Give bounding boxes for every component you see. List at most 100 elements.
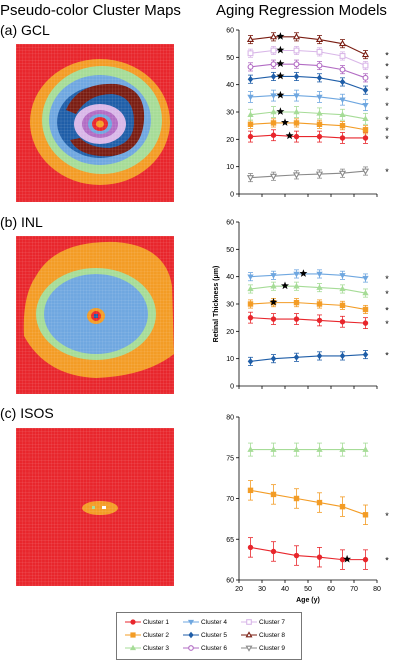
data-point bbox=[339, 352, 346, 360]
data-point bbox=[270, 73, 277, 80]
x-tick-label: 50 bbox=[304, 586, 312, 593]
data-point bbox=[247, 285, 254, 292]
series-cluster-2: * bbox=[247, 480, 389, 525]
y-tick-label: 30 bbox=[226, 110, 234, 117]
significance-asterisk: * bbox=[385, 305, 389, 315]
data-point bbox=[316, 74, 323, 82]
data-point bbox=[293, 73, 300, 80]
legend-marker-icon bbox=[125, 644, 141, 651]
legend-marker-icon bbox=[183, 631, 199, 639]
data-point bbox=[247, 446, 254, 452]
legend-marker-icon bbox=[241, 631, 257, 638]
series-cluster-3 bbox=[247, 442, 369, 457]
data-point bbox=[362, 351, 369, 358]
data-point bbox=[293, 120, 300, 126]
data-point bbox=[362, 74, 369, 81]
x-tick-label: 30 bbox=[258, 586, 266, 593]
data-point bbox=[316, 94, 323, 101]
inl-regression-chart: 0 10 20 30 40 50 60 Retinal Thickness (μm) * * * * * bbox=[213, 220, 389, 391]
y-tick-label: 65 bbox=[226, 537, 234, 544]
data-point bbox=[362, 102, 369, 109]
series-cluster-5: * bbox=[247, 350, 389, 366]
series-cluster-4: * bbox=[247, 269, 389, 284]
legend-item-cluster-9: Cluster 9 bbox=[241, 644, 285, 652]
data-point bbox=[247, 50, 254, 57]
data-point bbox=[316, 48, 323, 55]
chart-legend: Cluster 1 Cluster 2 Cluster 3 Cluster 4 Clus… bbox=[116, 612, 302, 660]
significance-asterisk: * bbox=[385, 556, 389, 566]
data-point bbox=[361, 50, 370, 58]
data-point bbox=[270, 548, 277, 555]
data-point bbox=[339, 53, 346, 59]
x-tick-label: 60 bbox=[327, 586, 335, 593]
data-point bbox=[247, 544, 254, 551]
significance-asterisk: * bbox=[385, 74, 389, 84]
inflection-star bbox=[276, 45, 285, 54]
data-point bbox=[362, 446, 369, 452]
y-tick-label: 70 bbox=[226, 496, 234, 503]
legend-marker bbox=[245, 631, 253, 638]
trend-line bbox=[250, 63, 366, 79]
legend-item-cluster-4: Cluster 4 bbox=[183, 618, 227, 626]
y-tick-label: 20 bbox=[226, 329, 234, 336]
data-point bbox=[362, 115, 369, 122]
data-point bbox=[316, 499, 323, 506]
data-point bbox=[292, 32, 301, 40]
significance-asterisk: * bbox=[385, 351, 389, 361]
data-point bbox=[316, 109, 323, 116]
data-point bbox=[316, 133, 323, 140]
series-cluster-4: * bbox=[247, 89, 389, 111]
y-tick-label: 60 bbox=[226, 28, 234, 35]
y-tick-label: 40 bbox=[226, 274, 234, 281]
inflection-star bbox=[281, 118, 289, 126]
gcl-cluster-map bbox=[16, 44, 174, 202]
data-point bbox=[362, 275, 369, 282]
data-point bbox=[316, 317, 323, 324]
trend-line bbox=[250, 134, 366, 139]
y-tick-label: 60 bbox=[226, 220, 234, 227]
data-point bbox=[339, 122, 346, 129]
data-point bbox=[362, 556, 369, 563]
data-point bbox=[338, 39, 347, 47]
data-point bbox=[247, 301, 254, 307]
isos-cluster-map bbox=[16, 428, 174, 586]
data-point bbox=[247, 487, 254, 494]
data-point bbox=[315, 171, 324, 178]
legend-item-cluster-7: Cluster 7 bbox=[241, 618, 285, 626]
data-point bbox=[293, 446, 300, 452]
data-point bbox=[293, 353, 300, 361]
inflection-star bbox=[299, 269, 308, 277]
trend-line bbox=[250, 285, 366, 294]
data-point bbox=[339, 66, 346, 73]
data-point bbox=[339, 302, 346, 309]
y-tick-label: 30 bbox=[226, 302, 234, 309]
legend-item-cluster-1: Cluster 1 bbox=[125, 618, 169, 626]
legend-marker-icon bbox=[183, 619, 199, 626]
trend-line bbox=[250, 317, 366, 324]
data-point bbox=[338, 170, 347, 178]
data-point bbox=[270, 491, 277, 498]
legend-label: Cluster 7 bbox=[259, 618, 286, 626]
series-cluster-8: * bbox=[246, 32, 389, 61]
significance-asterisk: * bbox=[385, 274, 389, 284]
data-point bbox=[270, 446, 277, 452]
y-tick-label: 40 bbox=[226, 82, 234, 89]
significance-asterisk: * bbox=[385, 134, 389, 144]
significance-asterisk: * bbox=[385, 511, 389, 521]
trend-line bbox=[250, 95, 366, 106]
data-point bbox=[315, 35, 324, 43]
data-point bbox=[270, 273, 277, 279]
legend-item-cluster-8: Cluster 8 bbox=[241, 631, 285, 639]
legend-marker-icon bbox=[125, 619, 141, 625]
data-point bbox=[362, 512, 369, 518]
trend-line bbox=[250, 273, 366, 279]
data-point bbox=[293, 316, 300, 322]
y-tick-label: 10 bbox=[226, 356, 234, 363]
data-point bbox=[339, 135, 346, 141]
trend-line bbox=[250, 170, 366, 179]
data-point bbox=[247, 75, 254, 83]
y-tick-label: 0 bbox=[230, 384, 234, 391]
data-point bbox=[293, 552, 300, 559]
data-point bbox=[247, 314, 254, 321]
